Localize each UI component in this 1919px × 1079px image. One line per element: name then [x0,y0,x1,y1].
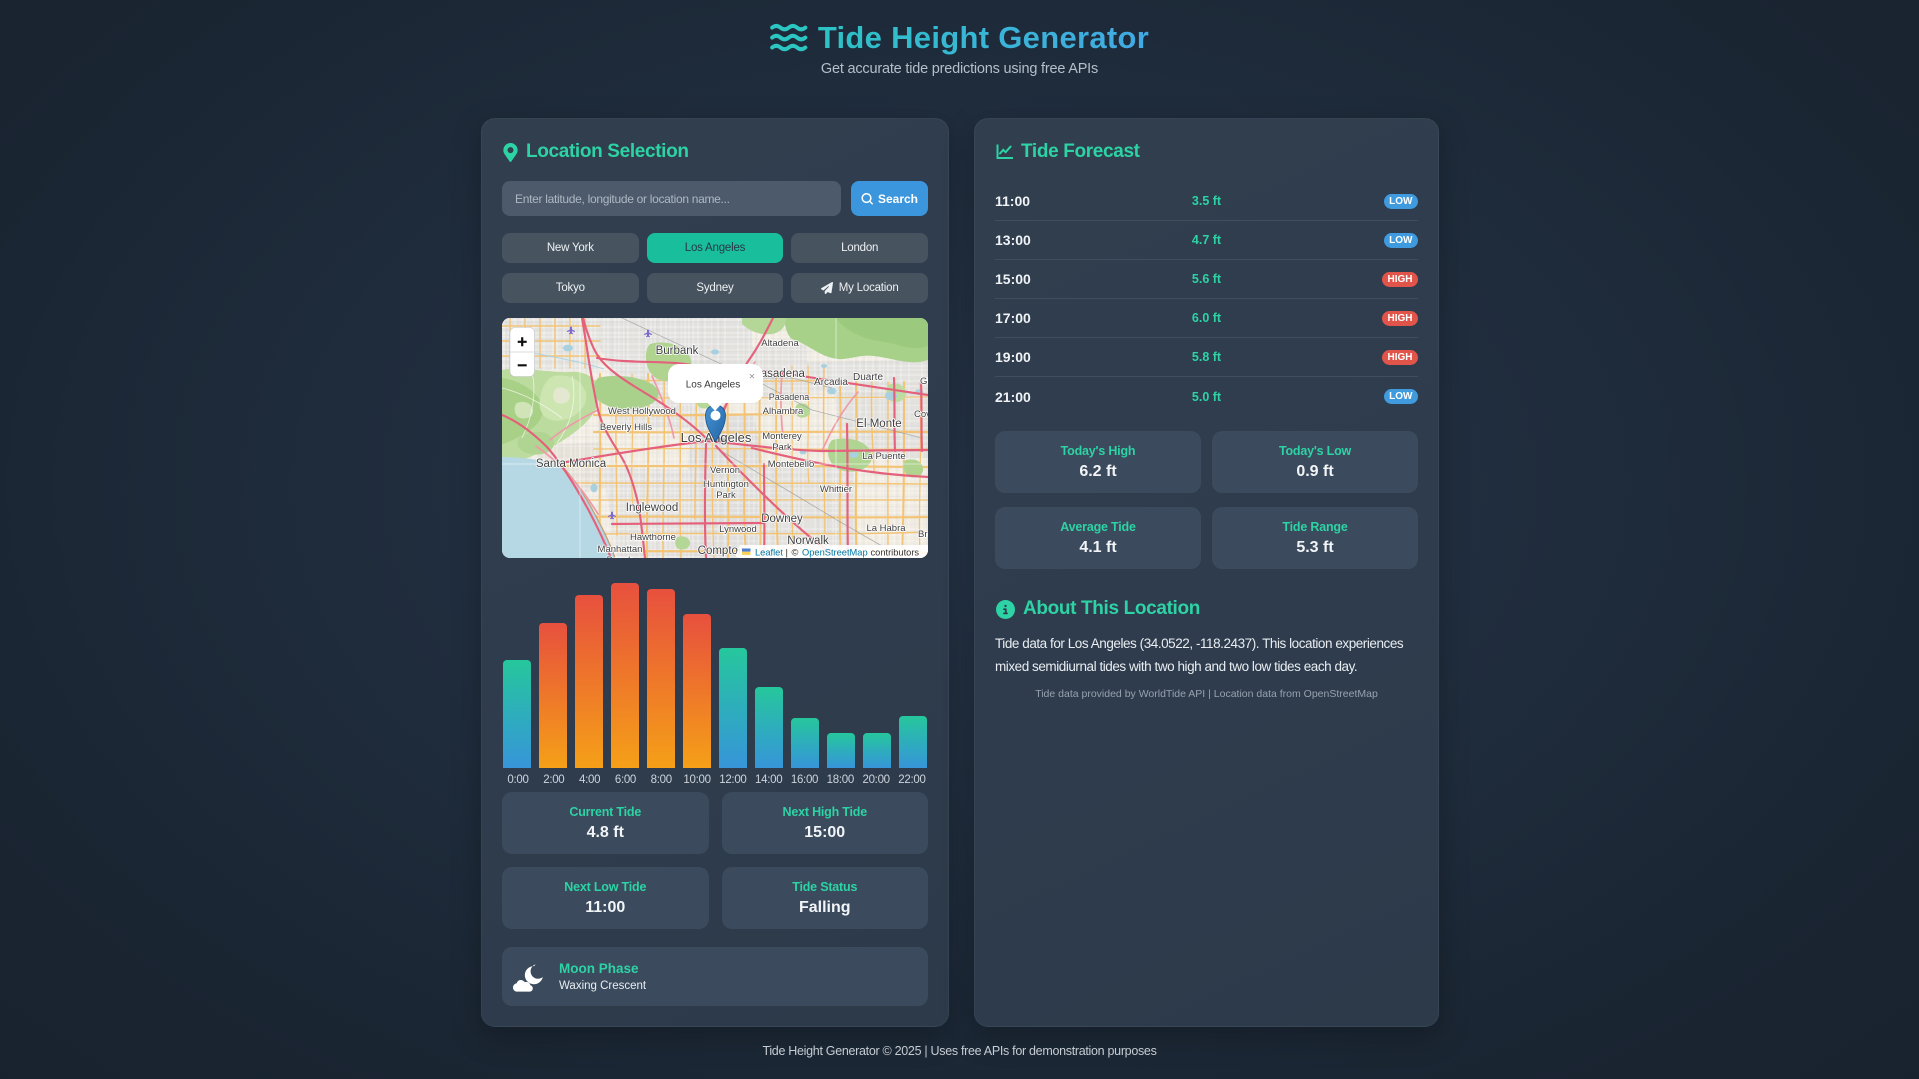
svg-text:Whittier: Whittier [820,484,852,495]
svg-text:×: × [749,371,755,383]
svg-text:Leaflet: Leaflet [755,548,783,558]
svg-text:Beach: Beach [607,555,634,558]
svg-text:Park: Park [772,442,792,453]
svg-text:Park: Park [716,490,736,501]
svg-text:Altadena: Altadena [761,338,799,349]
svg-text:Lynwood: Lynwood [719,524,757,535]
svg-text:Brea: Brea [918,529,928,540]
svg-text:Montebello: Montebello [768,459,814,470]
svg-text:Burbank: Burbank [656,345,699,357]
svg-text:Pasadena: Pasadena [753,368,805,380]
svg-text:Monterey: Monterey [762,431,802,442]
svg-text:Downey: Downey [761,513,803,525]
svg-text:La Habra: La Habra [866,523,906,534]
svg-text:OpenStreetMap: OpenStreetMap [802,548,868,558]
svg-text:Vernon: Vernon [710,465,740,476]
svg-text:Pasadena: Pasadena [769,392,810,402]
svg-text:La Puente: La Puente [862,451,905,462]
svg-text:Beverly Hills: Beverly Hills [600,422,653,433]
svg-text:Manhattan: Manhattan [598,544,643,555]
svg-text:Compton: Compton [698,545,745,557]
svg-text:Santa Monica: Santa Monica [536,458,607,470]
svg-text:Los Angeles: Los Angeles [686,380,741,391]
svg-text:El Monte: El Monte [856,418,901,430]
svg-text:|: | [786,548,788,558]
svg-text:Hawthorne: Hawthorne [630,532,676,543]
svg-text:Duarte: Duarte [853,372,883,383]
svg-text:Norwalk: Norwalk [787,535,829,547]
svg-text:Inglewood: Inglewood [626,502,678,514]
svg-text:Alhambra: Alhambra [763,406,804,417]
svg-text:contributors: contributors [871,548,920,558]
svg-text:Huntington: Huntington [703,479,749,490]
svg-text:Arcadia: Arcadia [814,377,848,388]
svg-text:Covina: Covina [914,409,928,420]
svg-text:©: © [792,548,799,558]
svg-text:Gle: Gle [920,376,928,387]
svg-text:West Hollywood: West Hollywood [608,406,676,417]
